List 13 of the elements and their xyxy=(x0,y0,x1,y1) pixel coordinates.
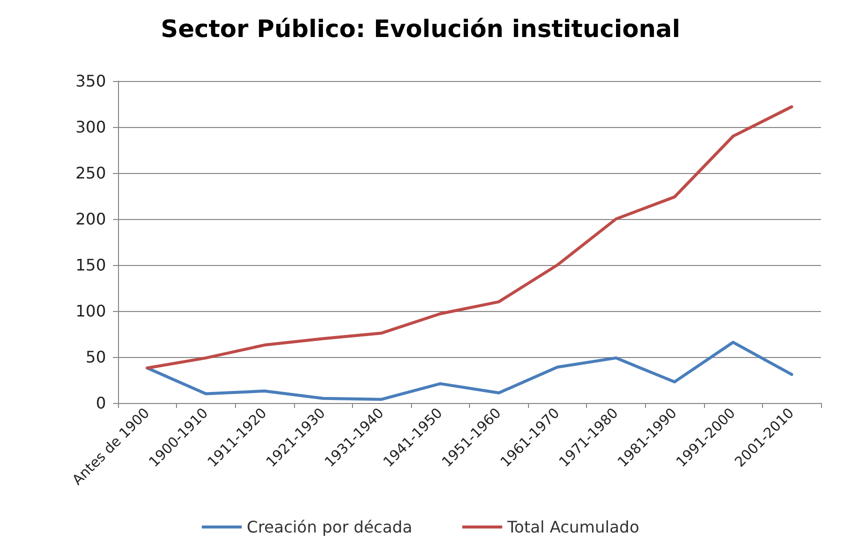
y-tick-label: 350 xyxy=(75,72,106,90)
legend-label: Total Acumulado xyxy=(506,518,640,536)
y-tick-label: 200 xyxy=(75,210,106,228)
line-series xyxy=(146,340,794,401)
y-tick-label: 100 xyxy=(75,302,106,320)
chart-title: Sector Público: Evolución institucional xyxy=(160,15,680,43)
y-tick-label: 50 xyxy=(86,348,106,366)
legend-label: Creación por década xyxy=(246,518,412,536)
y-tick-label: 0 xyxy=(96,394,106,412)
y-tick-label: 300 xyxy=(75,118,106,136)
y-tick-label: 150 xyxy=(75,256,106,274)
y-tick-label: 250 xyxy=(75,164,106,182)
line-series xyxy=(146,105,794,370)
